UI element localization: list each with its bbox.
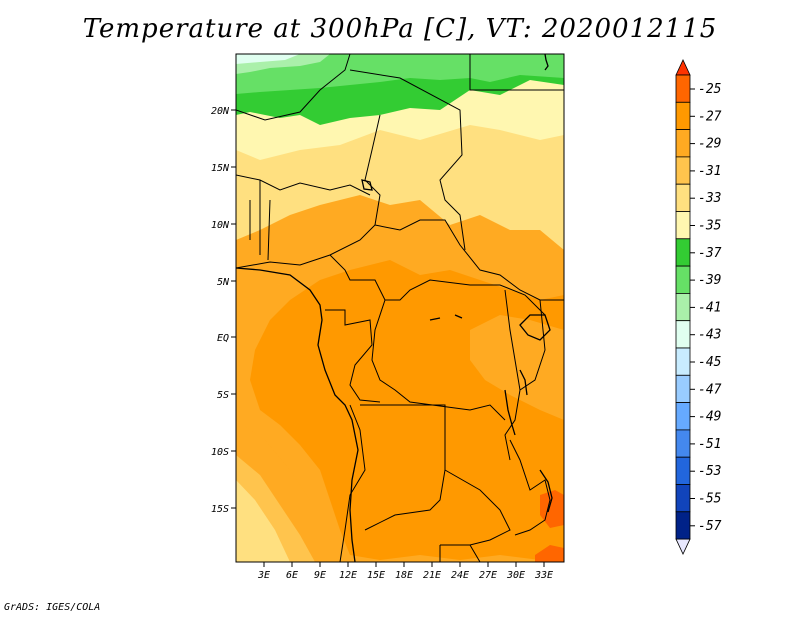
lat-label: 10S [211, 447, 229, 458]
lat-label: 10N [211, 220, 230, 231]
lat-ticks [231, 109, 236, 509]
colorbar-segment [675, 511, 691, 540]
colorbar-segment [675, 456, 691, 485]
lon-label: 15E [367, 570, 385, 581]
field-band-39 [236, 54, 564, 94]
lon-label: 33E [534, 570, 553, 581]
colorbar-label: -55 [698, 492, 722, 507]
colorbar-label: -33 [698, 191, 721, 206]
colorbar-label: -57 [698, 519, 722, 534]
colorbar-label: -27 [698, 109, 722, 124]
coastlines [236, 54, 553, 562]
colorbar-segment [675, 484, 691, 513]
colorbar-label: -25 [698, 82, 722, 97]
temperature-shading [236, 54, 564, 562]
colorbar-segment [675, 265, 691, 294]
colorbar-segment [675, 101, 691, 131]
lat-label: 15N [211, 163, 230, 174]
field-band-25-corner [535, 545, 564, 562]
lon-label: 24E [451, 570, 469, 581]
lon-label: 30E [506, 570, 525, 581]
country-borders [236, 54, 564, 562]
lon-label: 6E [286, 570, 298, 581]
field-band-29-east [470, 315, 564, 420]
lat-labels: 20N 15N 10N 5N EQ 5S 10S 15S [211, 106, 230, 515]
colorbar-segment [675, 429, 691, 458]
lon-label: 18E [395, 570, 413, 581]
colorbar-bottom-arrow [675, 538, 691, 556]
lat-label: 5S [217, 390, 229, 401]
lon-label: 21E [423, 570, 441, 581]
lon-label: 9E [314, 570, 326, 581]
colorbar-label: -29 [698, 137, 721, 152]
colorbar-label: -49 [698, 410, 721, 425]
lon-ticks [263, 562, 545, 567]
lon-labels: 3E 6E 9E 12E 15E 18E 21E 24E 27E 30E 33E [257, 570, 553, 581]
colorbar-label: -45 [698, 355, 722, 370]
colorbar-segment [675, 238, 691, 267]
colorbar-segment [675, 402, 691, 431]
lon-label: 27E [479, 570, 497, 581]
colorbar-label: -47 [698, 382, 722, 397]
field-band-25-southeast [540, 490, 564, 528]
colorbar-label: -39 [698, 273, 721, 288]
colorbar-label: -43 [698, 328, 721, 343]
field-band-33-coast [236, 480, 290, 562]
lat-label: EQ [217, 333, 229, 344]
colorbar-segment [675, 74, 691, 103]
colorbar-legend: -25 -27 -29 -31 -33 -35 -37 -39 -41 -43 -45 -47 -49 -… [675, 59, 722, 556]
lat-label: 20N [211, 106, 230, 117]
colorbar-segment [675, 156, 691, 185]
colorbar-segment [675, 211, 691, 240]
map-title: Temperature at 300hPa [C], VT: 202001211… [82, 14, 718, 44]
colorbar-label: -41 [698, 300, 721, 315]
colorbar-label: -51 [698, 437, 721, 452]
lat-label: 5N [217, 277, 230, 288]
colorbar-segment [675, 292, 691, 322]
colorbar-segment [675, 374, 691, 403]
colorbar-segment [675, 320, 691, 349]
map-frame [235, 53, 565, 563]
grads-credit: GrADS: IGES/COLA [4, 602, 101, 613]
lat-label: 15S [211, 504, 229, 515]
colorbar-top-arrow [675, 59, 691, 76]
colorbar-label: -35 [698, 219, 722, 234]
field-band-33 [236, 125, 564, 250]
colorbar-segment [675, 129, 691, 158]
colorbar-label: -31 [698, 164, 721, 179]
colorbar-label: -37 [698, 246, 722, 261]
field-band-43 [236, 54, 300, 64]
lon-label: 12E [339, 570, 357, 581]
colorbar-segment [675, 347, 691, 376]
lon-label: 3E [257, 570, 270, 581]
colorbar-label: -53 [698, 464, 721, 479]
colorbar-segment [675, 183, 691, 212]
